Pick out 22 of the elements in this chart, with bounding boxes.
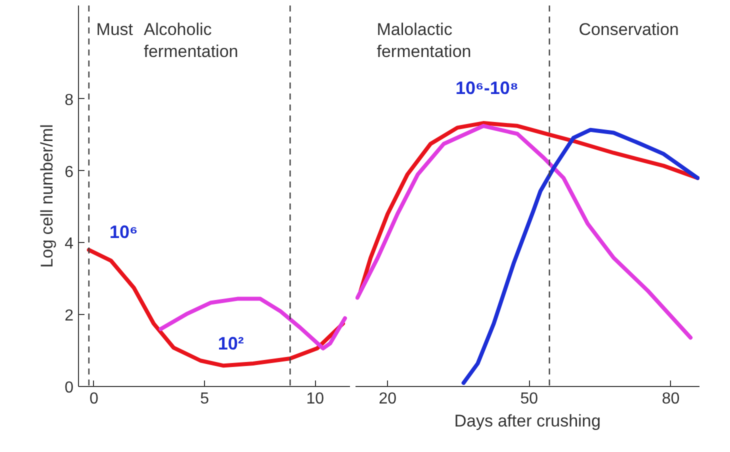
y-tick-label: 8 (64, 92, 74, 109)
annotation: 10⁶-10⁸ (456, 78, 518, 98)
y-axis-title: Log cell number/ml (38, 124, 57, 268)
y-tick-label: 0 (64, 380, 74, 396)
x-tick-label: 80 (662, 390, 680, 408)
x-tick-label: 10 (306, 390, 324, 408)
y-tick-label: 6 (64, 164, 74, 181)
line-series (158, 296, 347, 350)
line-series (86, 248, 345, 368)
annotation: 10⁶ (109, 222, 138, 242)
annotation: 10² (218, 333, 244, 354)
x-tick-label: 50 (520, 390, 538, 408)
x-tick-label: 5 (200, 390, 210, 408)
x-axis-title: Days after crushing (454, 412, 601, 430)
annotation: Conservation (578, 20, 679, 39)
x-tick-label: 20 (378, 390, 397, 408)
annotation: Alcoholic fermentation (144, 20, 238, 61)
y-tick-label: 4 (64, 236, 74, 253)
annotation: Must (96, 20, 134, 39)
y-tick-label: 2 (64, 308, 74, 325)
x-tick-label: 0 (90, 390, 99, 408)
annotation: Malolactic fermentation (376, 20, 472, 61)
